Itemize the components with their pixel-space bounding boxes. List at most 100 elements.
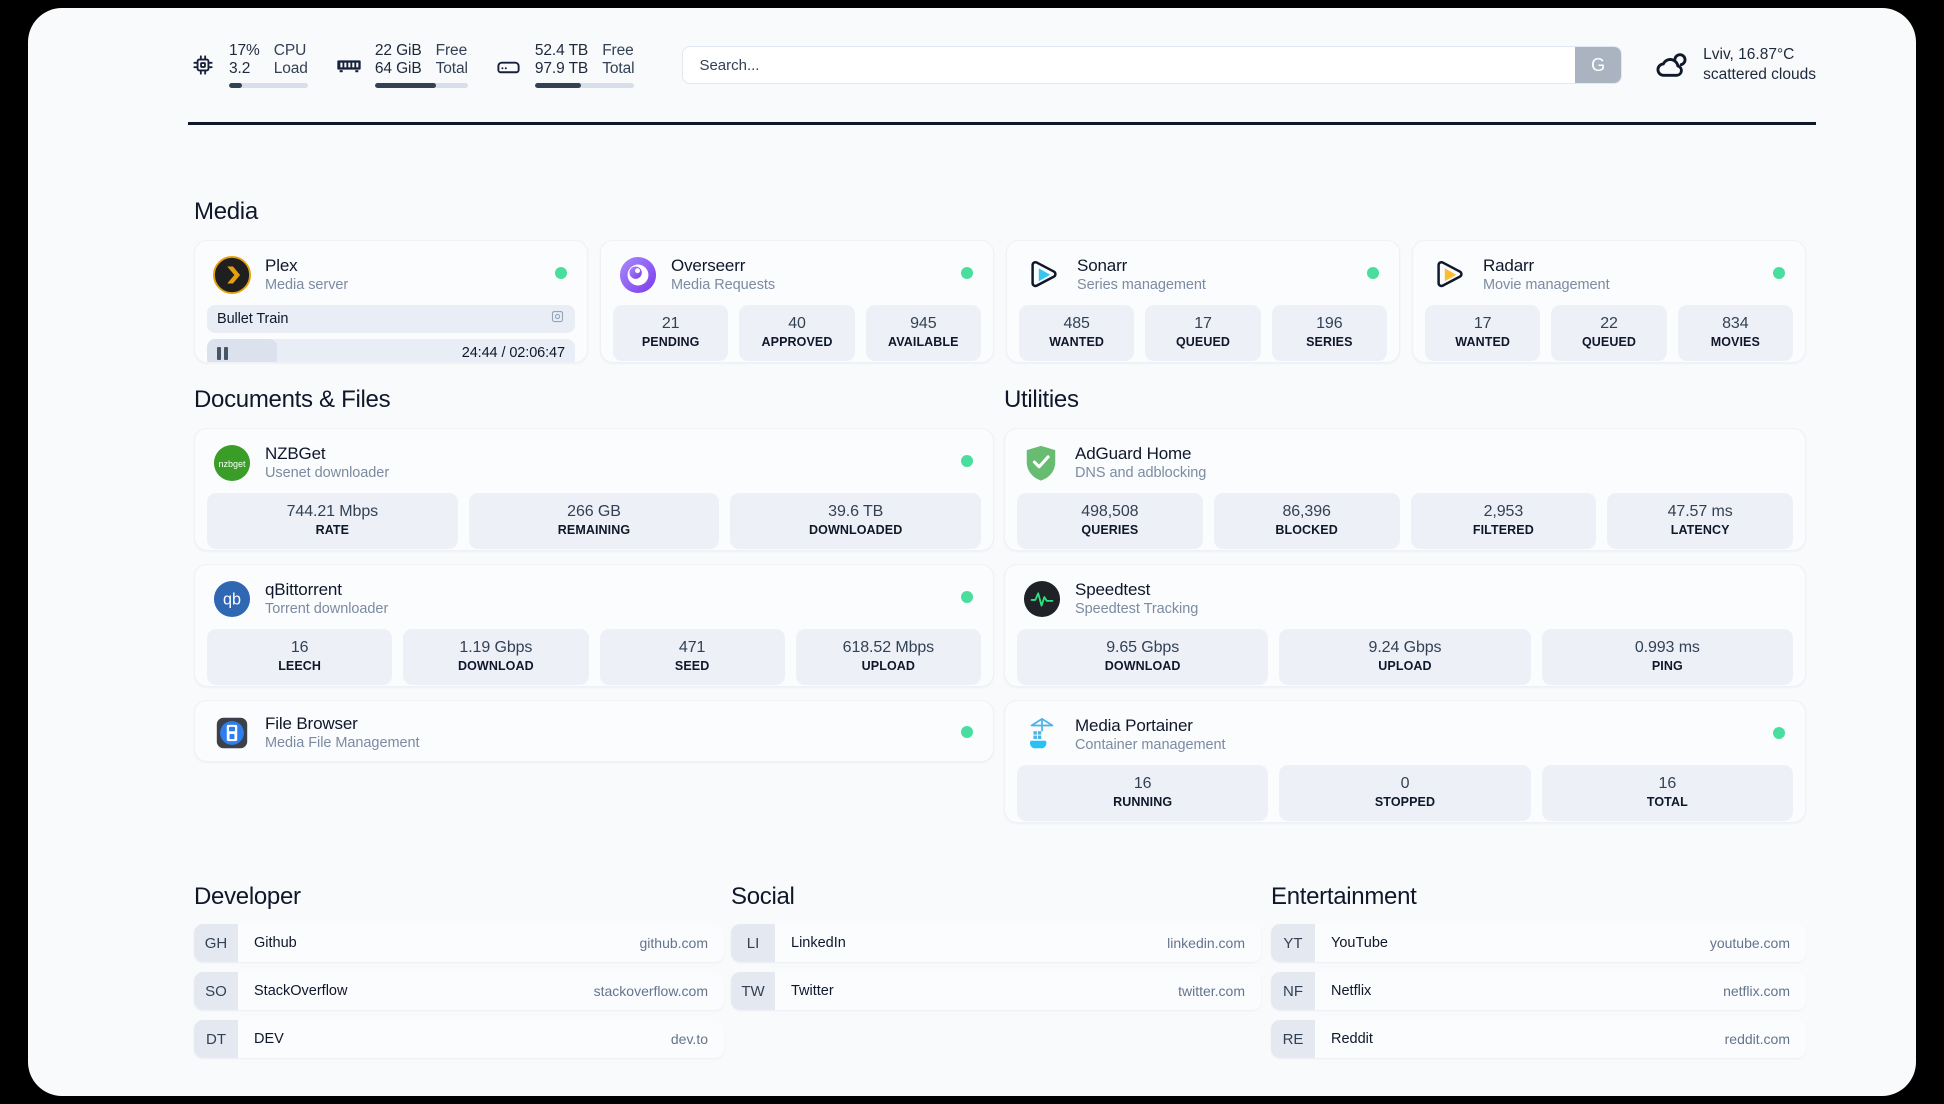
- stat-tile: 266 GB REMAINING: [468, 493, 720, 549]
- bookmark-name: Twitter: [791, 983, 834, 999]
- weather-location-temp: Lviv, 16.87°C: [1703, 46, 1795, 63]
- stat-value: 744.21 Mbps: [286, 503, 379, 520]
- bookmark-url: stackoverflow.com: [593, 983, 708, 999]
- stat-tile: 47.57 ms LATENCY: [1607, 493, 1793, 549]
- bookmark-item[interactable]: NF Netflix netflix.com: [1271, 972, 1806, 1010]
- service-card-media-portainer[interactable]: Media Portainer Container management 16 …: [1004, 700, 1806, 823]
- storage-usage-bar: [534, 83, 635, 88]
- bookmark-item[interactable]: YT YouTube youtube.com: [1271, 924, 1806, 962]
- stat-label: RATE: [315, 523, 350, 537]
- service-subtitle: Media Requests: [671, 277, 776, 293]
- cpu-load-value: 3.2: [229, 60, 251, 77]
- service-card-sonarr[interactable]: Sonarr Series management 485 WANTED 17 Q…: [1006, 240, 1400, 363]
- stat-group: 9.65 Gbps DOWNLOAD 9.24 Gbps UPLOAD 0.99…: [1005, 629, 1805, 686]
- bookmark-item[interactable]: DT DEV dev.to: [194, 1020, 724, 1058]
- bookmark-item[interactable]: SO StackOverflow stackoverflow.com: [194, 972, 724, 1010]
- disk-icon: [494, 50, 524, 80]
- status-badge: [961, 455, 973, 467]
- bookmark-item[interactable]: GH Github github.com: [194, 924, 724, 962]
- memory-usage-bar: [374, 83, 468, 88]
- search-container: G: [682, 46, 1623, 84]
- service-card-file-browser[interactable]: File Browser Media File Management: [194, 700, 994, 762]
- service-subtitle: DNS and adblocking: [1075, 465, 1207, 481]
- stat-value: 0.993 ms: [1634, 639, 1700, 656]
- stat-label: FILTERED: [1472, 523, 1534, 537]
- stat-tile: 21 PENDING: [613, 305, 729, 361]
- card-header: Speedtest Speedtest Tracking: [1005, 565, 1805, 629]
- stat-label: SEED: [674, 659, 710, 673]
- service-subtitle: Movie management: [1483, 277, 1610, 293]
- stat-tile: 86,396 BLOCKED: [1213, 493, 1400, 549]
- service-card-plex[interactable]: Plex Media server Bullet Train 24:44 / 0…: [194, 240, 588, 363]
- stat-tile: 485 WANTED: [1019, 305, 1135, 361]
- stat-label: PENDING: [641, 335, 700, 349]
- stat-tile: 17 QUEUED: [1145, 305, 1261, 361]
- stat-tile: 16 TOTAL: [1541, 765, 1793, 821]
- stat-label: DOWNLOAD: [1104, 659, 1181, 673]
- bookmark-item[interactable]: TW Twitter twitter.com: [731, 972, 1261, 1010]
- service-subtitle: Series management: [1077, 277, 1206, 293]
- bookmark-name: StackOverflow: [254, 983, 348, 999]
- stat-group: 498,508 QUERIES 86,396 BLOCKED 2,953 FIL…: [1005, 493, 1805, 550]
- bookmark-url: linkedin.com: [1167, 935, 1245, 951]
- bookmark-abbr: SO: [194, 972, 238, 1010]
- stat-label: QUEUED: [1175, 335, 1231, 349]
- status-badge: [1773, 727, 1785, 739]
- service-name: Sonarr: [1077, 256, 1128, 275]
- radarr-icon: [1431, 256, 1469, 294]
- stat-label: BLOCKED: [1275, 523, 1338, 537]
- bookmark-item[interactable]: RE Reddit reddit.com: [1271, 1020, 1806, 1058]
- memory-total-label: Total: [435, 60, 468, 77]
- cpu-usage-label: CPU: [273, 42, 307, 59]
- bookmark-url: youtube.com: [1709, 935, 1790, 951]
- stat-value: 945: [910, 315, 937, 332]
- search-input[interactable]: [683, 56, 1576, 74]
- resource-cpu: 17% CPU 3.2 Load: [188, 42, 308, 88]
- stat-value: 47.57 ms: [1667, 503, 1733, 520]
- stat-label: APPROVED: [761, 335, 833, 349]
- card-header: File Browser Media File Management: [195, 701, 993, 761]
- service-card-qbittorrent[interactable]: qb qBittorrent Torrent downloader 16 LEE…: [194, 564, 994, 687]
- search-engine-button[interactable]: G: [1575, 47, 1622, 83]
- stat-tile: 9.24 Gbps UPLOAD: [1279, 629, 1531, 685]
- service-card-adguard-home[interactable]: AdGuard Home DNS and adblocking 498,508 …: [1004, 428, 1806, 551]
- stat-value: 0: [1400, 775, 1410, 792]
- status-badge: [1367, 267, 1379, 279]
- plex-settings-icon[interactable]: [550, 309, 565, 329]
- pause-icon[interactable]: [217, 346, 228, 360]
- service-name: qBittorrent: [265, 580, 342, 599]
- stat-tile: 40 APPROVED: [739, 305, 855, 361]
- card-header: qb qBittorrent Torrent downloader: [195, 565, 993, 629]
- search-box[interactable]: G: [682, 46, 1623, 84]
- stat-group: 16 LEECH 1.19 Gbps DOWNLOAD 471 SEED 618…: [195, 629, 993, 686]
- playback-progress-bar[interactable]: 24:44 / 02:06:47: [207, 339, 575, 362]
- stat-label: QUERIES: [1081, 523, 1139, 537]
- storage-total-value: 97.9 TB: [534, 60, 589, 77]
- service-card-radarr[interactable]: Radarr Movie management 17 WANTED 22 QUE…: [1412, 240, 1806, 363]
- weather-condition: scattered clouds: [1703, 66, 1816, 83]
- bookmark-url: netflix.com: [1723, 983, 1790, 999]
- portainer-icon: [1023, 716, 1061, 754]
- service-name: NZBGet: [265, 444, 326, 463]
- bookmark-item[interactable]: LI LinkedIn linkedin.com: [731, 924, 1261, 962]
- stat-tile: 17 WANTED: [1425, 305, 1541, 361]
- stat-value: 1.19 Gbps: [459, 639, 533, 656]
- nzbget-icon: nzbget: [213, 444, 251, 482]
- bookmark-list-developer: GH Github github.com SO StackOverflow st…: [194, 924, 724, 1068]
- service-card-nzbget[interactable]: nzbget NZBGet Usenet downloader 744.21 M…: [194, 428, 994, 551]
- bookmark-abbr: LI: [731, 924, 775, 962]
- card-header: Plex Media server: [195, 241, 587, 305]
- stat-label: AVAILABLE: [888, 335, 959, 349]
- service-card-speedtest[interactable]: Speedtest Speedtest Tracking 9.65 Gbps D…: [1004, 564, 1806, 687]
- bookmark-url: dev.to: [670, 1031, 708, 1047]
- service-card-overseerr[interactable]: Overseerr Media Requests 21 PENDING 40 A…: [600, 240, 994, 363]
- storage-free-label: Free: [602, 42, 634, 59]
- stat-group: 21 PENDING 40 APPROVED 945 AVAILABLE: [601, 305, 993, 362]
- stat-tile: 834 MOVIES: [1677, 305, 1793, 361]
- stat-value: 834: [1722, 315, 1749, 332]
- weather-widget[interactable]: Lviv, 16.87°C scattered clouds: [1652, 45, 1816, 85]
- stat-label: MOVIES: [1710, 335, 1760, 349]
- service-name: File Browser: [265, 714, 358, 733]
- playback-time: 24:44 / 02:06:47: [461, 345, 565, 361]
- bookmark-url: twitter.com: [1178, 983, 1245, 999]
